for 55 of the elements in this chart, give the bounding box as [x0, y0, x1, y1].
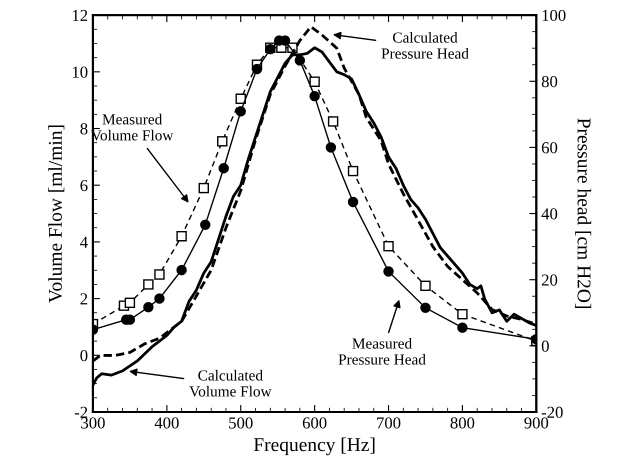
y-axis-title: Volume Flow [ml/min] [48, 126, 64, 303]
y2-tick-label: 80 [542, 76, 558, 88]
y-tick-label: -2 [74, 406, 88, 418]
x-tick-label: 400 [154, 417, 179, 429]
annotation: Calculated Volume Flow [189, 370, 272, 397]
y-tick-label: 4 [80, 236, 88, 248]
point [457, 308, 468, 320]
y-tick-label: 6 [80, 180, 88, 192]
x-tick-label: 800 [450, 417, 474, 429]
annotation: Calculated Pressure Head [382, 32, 469, 59]
point [236, 94, 246, 104]
point [348, 166, 358, 176]
point [328, 116, 338, 127]
y-tick-label: 10 [72, 66, 88, 78]
point [309, 90, 320, 102]
x-axis-title: Frequency [Hz] [254, 438, 374, 456]
x-tick-label: 500 [229, 417, 253, 429]
point [309, 76, 320, 87]
y-tick-label: 8 [80, 123, 88, 134]
y2-tick-label: 20 [542, 274, 558, 286]
point [252, 64, 262, 74]
point [176, 264, 187, 276]
y-tick-label: 0 [80, 350, 88, 362]
point [217, 136, 228, 146]
point [420, 280, 431, 292]
point [457, 322, 468, 333]
point [236, 106, 246, 117]
y2-tick-label: -20 [542, 406, 563, 418]
x-tick-label: 300 [81, 417, 105, 429]
y2-axis-title: Pressure head [cm H2O] [575, 118, 592, 308]
point [198, 182, 209, 194]
point [154, 293, 165, 304]
point [326, 142, 336, 153]
point [218, 163, 229, 174]
y-tick-label: 2 [80, 293, 88, 304]
point [294, 55, 306, 66]
point [348, 196, 358, 208]
point [383, 240, 394, 252]
x-tick-label: 900 [524, 417, 548, 429]
y-tick-label: 12 [72, 10, 88, 21]
x-tick-label: 700 [377, 417, 400, 429]
y2-tick-label: 60 [542, 142, 558, 154]
y2-tick-label: 0 [542, 340, 549, 352]
point [420, 302, 431, 314]
point [154, 269, 165, 280]
annotation: Measured Pressure Head [338, 338, 426, 365]
y2-tick-label: 100 [542, 10, 566, 22]
y2-tick-label: 40 [542, 208, 558, 220]
point [143, 279, 154, 290]
point [124, 298, 136, 308]
point [143, 302, 154, 312]
x-tick-label: 600 [302, 417, 326, 429]
point [383, 266, 394, 277]
point [176, 231, 187, 242]
point [200, 220, 210, 230]
